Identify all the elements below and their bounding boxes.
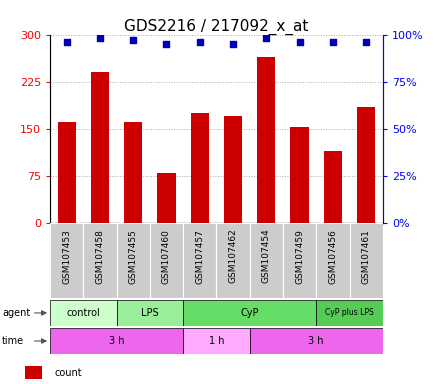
Point [96, 35, 103, 41]
Bar [349, 223, 382, 298]
Bar [183, 328, 249, 354]
Bar [249, 223, 283, 298]
Bar [190, 113, 208, 223]
Bar [283, 223, 316, 298]
Title: GDS2216 / 217092_x_at: GDS2216 / 217092_x_at [124, 18, 308, 35]
Bar [83, 223, 116, 298]
Bar [91, 72, 109, 223]
Point [262, 35, 269, 41]
Bar [25, 366, 42, 379]
Text: GSM107453: GSM107453 [62, 229, 71, 284]
Text: CyP plus LPS: CyP plus LPS [324, 308, 373, 318]
Bar [316, 223, 349, 298]
Text: 3 h: 3 h [108, 336, 124, 346]
Text: time: time [2, 336, 24, 346]
Bar [157, 172, 175, 223]
Bar [116, 300, 183, 326]
Text: GSM107455: GSM107455 [128, 229, 138, 284]
Text: 3 h: 3 h [308, 336, 323, 346]
Bar [149, 223, 183, 298]
Point [63, 39, 70, 45]
Point [296, 39, 302, 45]
Bar [256, 56, 275, 223]
Bar [124, 122, 142, 223]
Bar [356, 107, 375, 223]
Text: GSM107461: GSM107461 [361, 229, 370, 284]
Point [362, 39, 369, 45]
Text: GSM107457: GSM107457 [195, 229, 204, 284]
Bar [216, 223, 249, 298]
Bar [183, 300, 316, 326]
Bar [50, 300, 116, 326]
Text: control: control [66, 308, 100, 318]
Point [129, 37, 136, 43]
Bar [224, 116, 242, 223]
Text: GSM107454: GSM107454 [261, 229, 270, 283]
Point [196, 39, 203, 45]
Text: GSM107462: GSM107462 [228, 229, 237, 283]
Text: GSM107460: GSM107460 [161, 229, 171, 284]
Text: GSM107456: GSM107456 [328, 229, 337, 284]
Bar [316, 300, 382, 326]
Text: CyP: CyP [240, 308, 258, 318]
Text: count: count [55, 367, 82, 378]
Text: LPS: LPS [141, 308, 158, 318]
Text: agent: agent [2, 308, 30, 318]
Text: GSM107458: GSM107458 [95, 229, 104, 284]
Bar [50, 328, 183, 354]
Bar [50, 223, 83, 298]
Bar [290, 127, 308, 223]
Point [329, 39, 335, 45]
Bar [183, 223, 216, 298]
Bar [57, 122, 76, 223]
Point [229, 41, 236, 47]
Bar [323, 151, 341, 223]
Text: GSM107459: GSM107459 [294, 229, 303, 284]
Bar [116, 223, 149, 298]
Bar [249, 328, 382, 354]
Text: 1 h: 1 h [208, 336, 224, 346]
Point [163, 41, 170, 47]
